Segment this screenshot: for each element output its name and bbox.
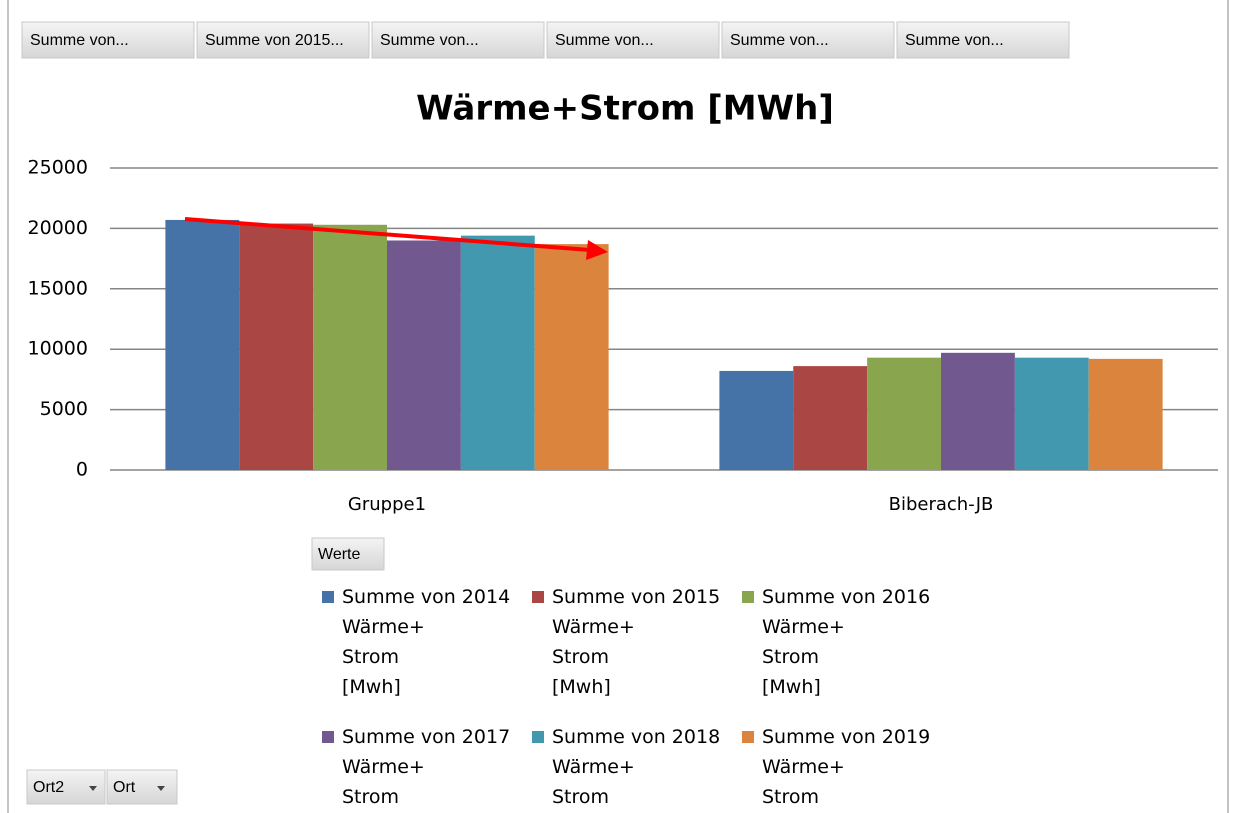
dropdown-arrow: [89, 786, 97, 791]
y-tick-label: 15000: [28, 277, 88, 299]
legend-label: Summe von 2015 Wärme+ Strom [Mwh]: [552, 586, 720, 698]
bar: [1014, 357, 1089, 470]
field-button[interactable]: [896, 21, 1070, 59]
bar: [1088, 358, 1163, 470]
field-button-label: Summe von...: [555, 32, 654, 49]
bar: [867, 357, 941, 470]
legend-swatch: [322, 591, 334, 603]
legend-label: Summe von 2014 Wärme+ Strom [Mwh]: [342, 586, 510, 698]
y-tick-label: 25000: [28, 157, 88, 179]
x-tick-label: Gruppe1: [348, 494, 426, 515]
y-tick-label: 20000: [28, 217, 88, 239]
legend-swatch: [742, 731, 754, 743]
field-button-label: Summe von...: [30, 32, 129, 49]
bar: [165, 219, 240, 470]
y-tick-label: 0: [76, 459, 88, 481]
legend-swatch: [742, 591, 754, 603]
field-button-label: Summe von...: [730, 32, 829, 49]
bar: [534, 244, 609, 470]
row-field-label: Ort2: [33, 779, 64, 796]
trend-arrow-head: [586, 240, 608, 260]
field-button-label: Summe von...: [905, 32, 1004, 49]
trend-arrow: [184, 217, 591, 252]
legend-swatch: [532, 731, 544, 743]
field-button[interactable]: [546, 21, 720, 59]
x-tick-label: Biberach-JB: [889, 494, 994, 515]
bar: [313, 224, 387, 470]
bar: [387, 240, 461, 470]
dropdown-arrow: [157, 786, 165, 791]
legend-swatch: [532, 591, 544, 603]
values-button-label: Werte: [318, 546, 360, 563]
row-field-label: Ort: [113, 779, 136, 796]
y-tick-label: 5000: [40, 398, 88, 420]
field-button-label: Summe von 2015...: [205, 32, 344, 49]
bar: [239, 223, 314, 470]
y-tick-label: 10000: [28, 338, 88, 360]
legend-swatch: [322, 731, 334, 743]
field-button[interactable]: [721, 21, 895, 59]
field-button[interactable]: [196, 21, 370, 59]
field-button-label: Summe von...: [380, 32, 479, 49]
field-button[interactable]: [21, 21, 195, 59]
legend-label: Summe von 2016 Wärme+ Strom [Mwh]: [762, 586, 930, 698]
bar: [793, 366, 868, 470]
bar: [719, 370, 794, 470]
field-button[interactable]: [371, 21, 545, 59]
chart-title: Wärme+Strom [MWh]: [416, 89, 834, 129]
values-button[interactable]: [311, 537, 385, 571]
row-field-button[interactable]: [106, 769, 178, 805]
bar: [941, 352, 1015, 470]
bar: [460, 235, 535, 470]
